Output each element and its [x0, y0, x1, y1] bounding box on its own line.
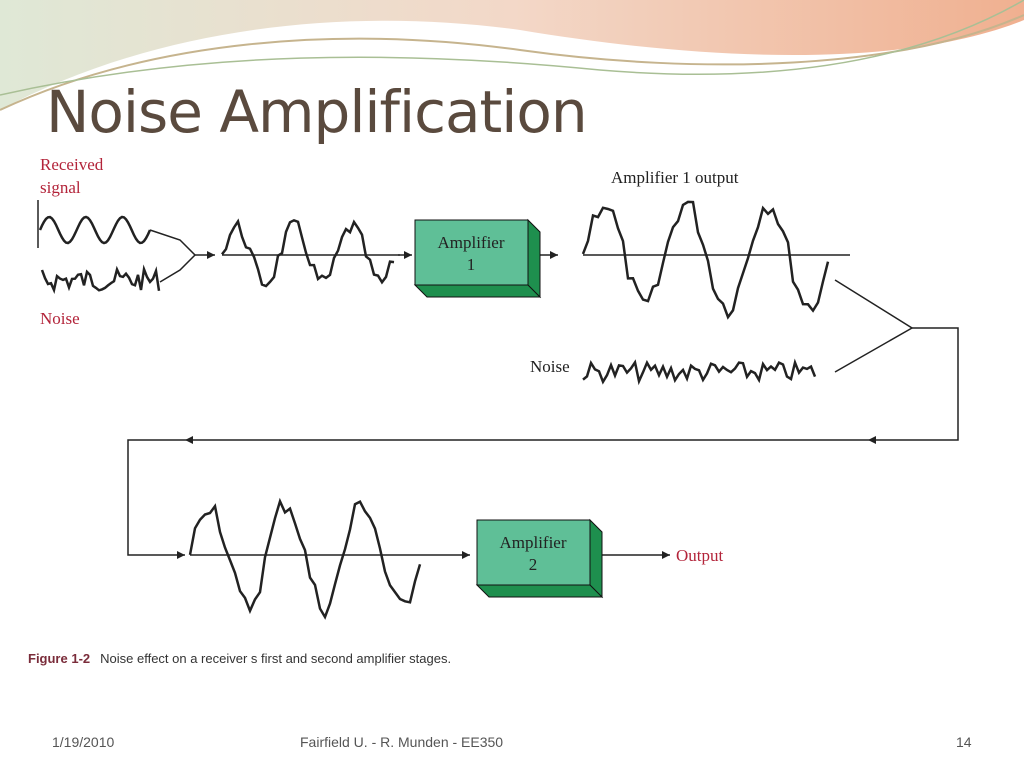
box-label: Amplifier 2	[499, 533, 567, 574]
waveform	[38, 215, 152, 245]
caption-label: Figure 1-2	[28, 651, 91, 666]
diagram	[37, 200, 959, 620]
waveform	[40, 264, 161, 295]
header-swoosh	[0, 0, 1024, 110]
footer-author: Fairfield U. - R. Munden - EE350	[300, 734, 504, 750]
caption: Figure 1-2 Noise effect on a receiver s f…	[28, 651, 451, 666]
caption-text: Noise effect on a receiver s first and s…	[100, 651, 452, 666]
box-label: Amplifier 1	[437, 233, 505, 274]
label: Amplifier 1 output	[611, 168, 739, 187]
header-curve	[0, 0, 1024, 96]
label: Received signal	[40, 155, 104, 197]
slide-title: Noise Amplification	[46, 78, 588, 146]
waveform	[221, 218, 395, 288]
amplifier-box-side	[413, 218, 542, 299]
label: Noise	[530, 357, 570, 376]
footer-date: 1/19/2010	[52, 734, 115, 750]
label: Noise	[40, 309, 80, 328]
label: Output	[676, 546, 724, 565]
footer-page: 14	[956, 734, 972, 750]
waveform	[581, 200, 830, 320]
feedback-line	[127, 327, 959, 556]
amplifier-box-side	[475, 518, 604, 599]
waveform	[188, 497, 422, 620]
waveform	[582, 358, 817, 386]
header-curve	[0, 14, 1024, 111]
